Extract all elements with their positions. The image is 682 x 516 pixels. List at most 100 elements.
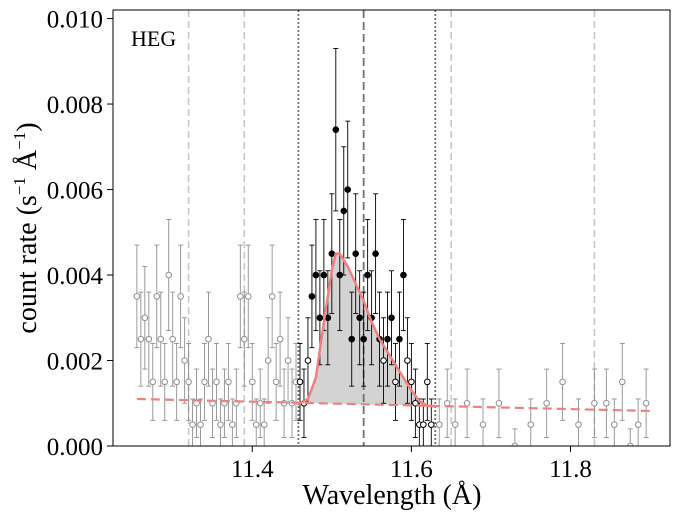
data-point-outside-window (479, 421, 487, 428)
data-point-outside-window (626, 442, 634, 446)
y-axis-title: count rate (s−1 Å−1) (10, 122, 43, 333)
y-tick-label: 0.002 (47, 349, 103, 376)
data-point-outside-window (237, 293, 244, 300)
data-point-outside-window (527, 421, 535, 428)
background-model-line (136, 397, 651, 413)
data-point-outside-window (618, 378, 626, 386)
data-point-in-window (296, 378, 304, 386)
data-point-in-window (348, 335, 356, 343)
data-point-outside-window (161, 378, 169, 386)
data-point-outside-window (264, 357, 272, 364)
data-point-in-window (332, 126, 340, 133)
data-point-in-window (384, 335, 391, 343)
data-point-outside-window (201, 378, 208, 386)
data-point-outside-window (169, 335, 176, 343)
data-point-outside-window (181, 357, 188, 364)
data-point-outside-window (225, 378, 232, 386)
data-point-outside-window (153, 293, 161, 300)
data-point-outside-window (559, 378, 566, 386)
data-point-in-window (408, 378, 415, 386)
data-point-outside-window (603, 399, 610, 407)
x-axis: 11.4 11.6 11.8 (231, 446, 592, 483)
data-point-outside-window (634, 421, 642, 428)
x-axis-title: Wavelength (Å) (303, 480, 482, 511)
data-point-in-window (400, 271, 407, 279)
data-point-outside-window (495, 399, 503, 407)
data-point-in-window (328, 250, 336, 257)
data-point-in-window (344, 186, 352, 193)
data-point-in-window (312, 271, 320, 279)
data-point-outside-window (268, 293, 276, 300)
data-point-outside-window (276, 335, 284, 343)
x-tick-label: 11.6 (390, 456, 433, 483)
data-point-outside-window (284, 357, 292, 364)
data-points (133, 126, 650, 446)
y-axis-title-close: ) (12, 122, 43, 131)
y-tick-label: 0.004 (47, 263, 104, 290)
data-point-outside-window (511, 442, 519, 446)
data-point-outside-window (642, 399, 650, 407)
data-point-outside-window (213, 378, 220, 386)
data-point-outside-window (451, 421, 459, 428)
data-point-outside-window (177, 293, 184, 300)
y-axis-title-sup2: −1 (10, 132, 29, 150)
data-point-in-window (412, 399, 419, 407)
data-point-outside-window (260, 421, 268, 428)
data-point-outside-window (185, 378, 192, 386)
data-point-outside-window (248, 378, 256, 386)
data-point-outside-window (575, 421, 582, 428)
data-point-outside-window (244, 293, 252, 300)
x-tick-label: 11.8 (549, 456, 592, 483)
y-axis-title-sup1: −1 (10, 177, 29, 195)
data-point-in-window (316, 314, 324, 322)
data-point-outside-window (591, 399, 598, 407)
line-model-curve (297, 252, 437, 408)
y-axis-title-main: count rate (s (12, 195, 43, 333)
data-point-outside-window (217, 421, 224, 428)
data-point-outside-window (157, 335, 165, 343)
data-point-outside-window (165, 271, 172, 279)
data-point-in-window (404, 357, 411, 364)
plot-frame (112, 9, 671, 447)
y-axis: 0.000 0.002 0.004 0.006 0.008 0.010 (47, 7, 113, 461)
data-point-outside-window (149, 378, 157, 386)
data-point-outside-window (272, 378, 280, 386)
data-point-outside-window (141, 314, 149, 322)
data-point-in-window (380, 357, 387, 364)
data-point-outside-window (173, 378, 180, 386)
data-point-outside-window (463, 399, 471, 407)
panel-label: HEG (131, 26, 176, 51)
data-point-outside-window (133, 293, 141, 300)
data-point-outside-window (435, 421, 443, 428)
data-point-outside-window (240, 335, 248, 343)
data-point-in-window (364, 271, 371, 279)
data-point-outside-window (145, 335, 153, 343)
model-curves (136, 252, 651, 413)
data-point-outside-window (205, 335, 212, 343)
data-point-in-window (372, 250, 379, 257)
line-area-group (298, 253, 436, 407)
data-point-in-window (420, 421, 427, 428)
y-axis-title-mid: Å (12, 149, 43, 177)
y-tick-label: 0.006 (47, 178, 103, 205)
data-point-outside-window (197, 421, 204, 428)
data-point-in-window (320, 271, 328, 279)
y-tick-label: 0.008 (47, 92, 103, 119)
data-point-outside-window (256, 399, 264, 407)
line-emission-area (298, 253, 436, 407)
data-point-in-window (427, 421, 435, 428)
data-point-outside-window (543, 399, 550, 407)
x-tick-label: 11.4 (231, 456, 274, 483)
data-point-in-window (308, 293, 316, 300)
data-point-outside-window (189, 421, 196, 428)
data-point-in-window (352, 250, 359, 257)
data-point-in-window (340, 207, 348, 215)
data-point-in-window (356, 314, 363, 322)
data-point-in-window (304, 357, 312, 364)
data-point-in-window (388, 314, 395, 322)
data-point-outside-window (611, 421, 618, 428)
data-point-outside-window (252, 421, 260, 428)
data-point-in-window (392, 378, 399, 386)
data-point-in-window (336, 271, 344, 279)
